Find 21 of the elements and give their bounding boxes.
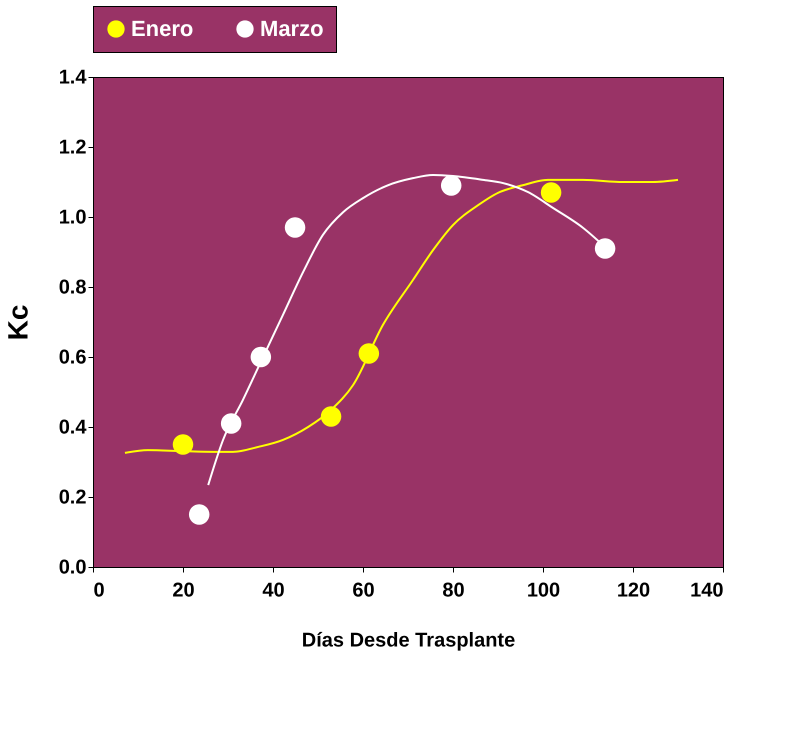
x-tick-label: 100 bbox=[526, 580, 560, 602]
y-tick-label: 1.4 bbox=[58, 66, 88, 88]
y-tick-label: 1.2 bbox=[58, 136, 86, 158]
y-tick-label: 0.6 bbox=[58, 346, 86, 368]
y-tick-label: 0.8 bbox=[58, 276, 86, 298]
y-tick-label: 0.2 bbox=[58, 486, 86, 508]
x-tick-label: 120 bbox=[616, 580, 650, 602]
x-axis-title: Días Desde Trasplante bbox=[302, 630, 516, 652]
x-tick-label: 140 bbox=[690, 580, 724, 602]
x-tick-label: 40 bbox=[262, 580, 285, 602]
y-axis-title: Kc bbox=[2, 304, 34, 340]
x-tick-label: 80 bbox=[442, 580, 465, 602]
y-tick-label: 0.4 bbox=[58, 416, 88, 438]
legend-label: Enero bbox=[131, 16, 194, 41]
legend-label: Marzo bbox=[260, 16, 324, 41]
y-tick-label: 1.0 bbox=[58, 206, 86, 228]
y-tick-label: 0.0 bbox=[58, 556, 86, 578]
x-tick-label: 60 bbox=[352, 580, 375, 602]
line-series bbox=[124, 178, 679, 454]
x-tick-label: 0 bbox=[94, 580, 105, 602]
x-tick-label: 20 bbox=[172, 580, 195, 602]
